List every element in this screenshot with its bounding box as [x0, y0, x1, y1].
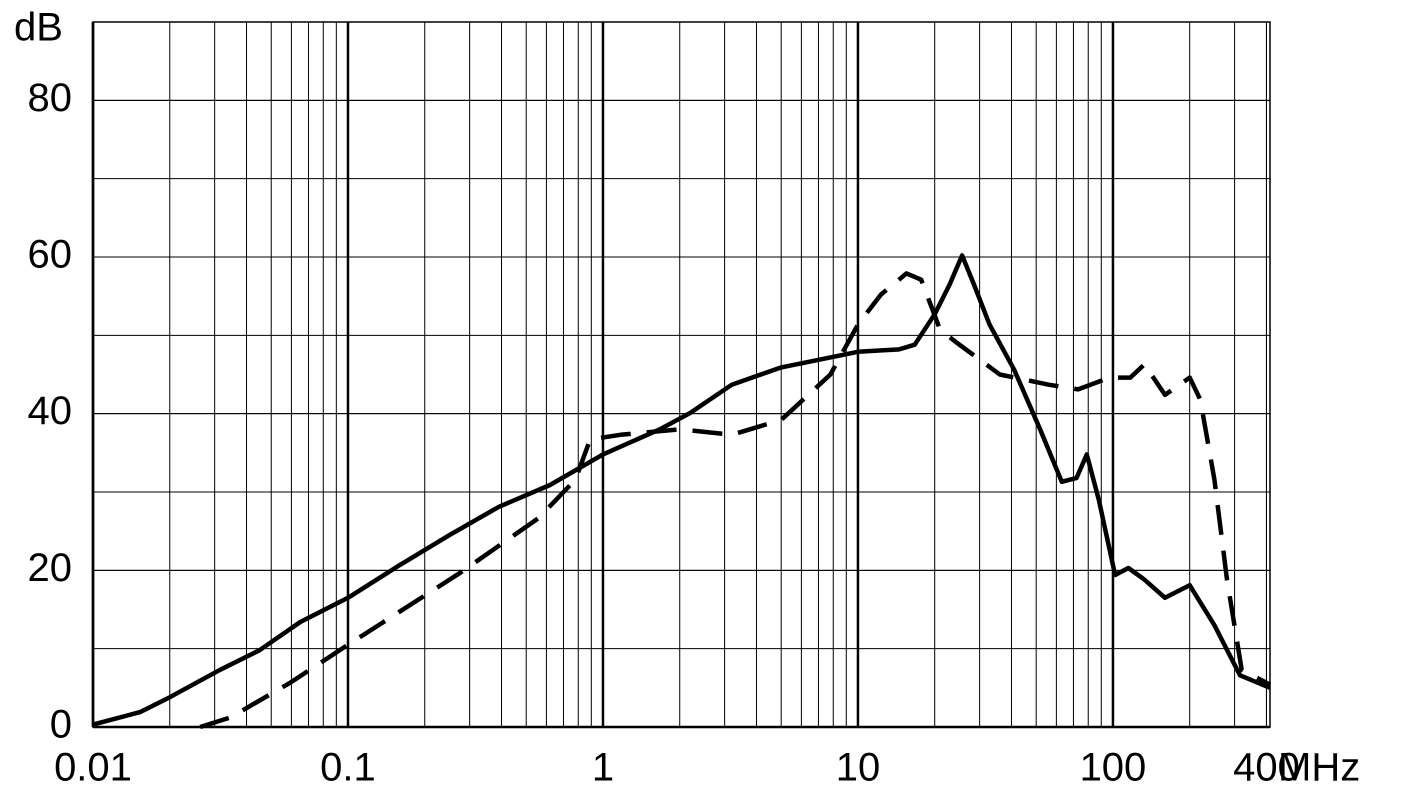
y-tick-label: 20 — [28, 546, 73, 590]
data-line — [92, 253, 1271, 727]
x-tick-label: 10 — [836, 746, 881, 790]
y-tick-label: 0 — [50, 703, 72, 747]
y-tick-label: 80 — [28, 76, 73, 120]
y-tick-label: 60 — [28, 233, 73, 277]
plot-frame — [92, 21, 1271, 728]
data-line — [199, 271, 1272, 730]
y-axis-label: dB — [14, 6, 63, 50]
x-tick-label: 0.01 — [54, 746, 132, 790]
x-tick-label: 400 — [1233, 746, 1300, 790]
x-axis-label: MHz — [1278, 746, 1360, 790]
x-tick-label: 1 — [592, 746, 614, 790]
x-tick-label: 100 — [1080, 746, 1147, 790]
y-tick-label: 40 — [28, 389, 73, 433]
x-tick-label: 0.1 — [320, 746, 376, 790]
